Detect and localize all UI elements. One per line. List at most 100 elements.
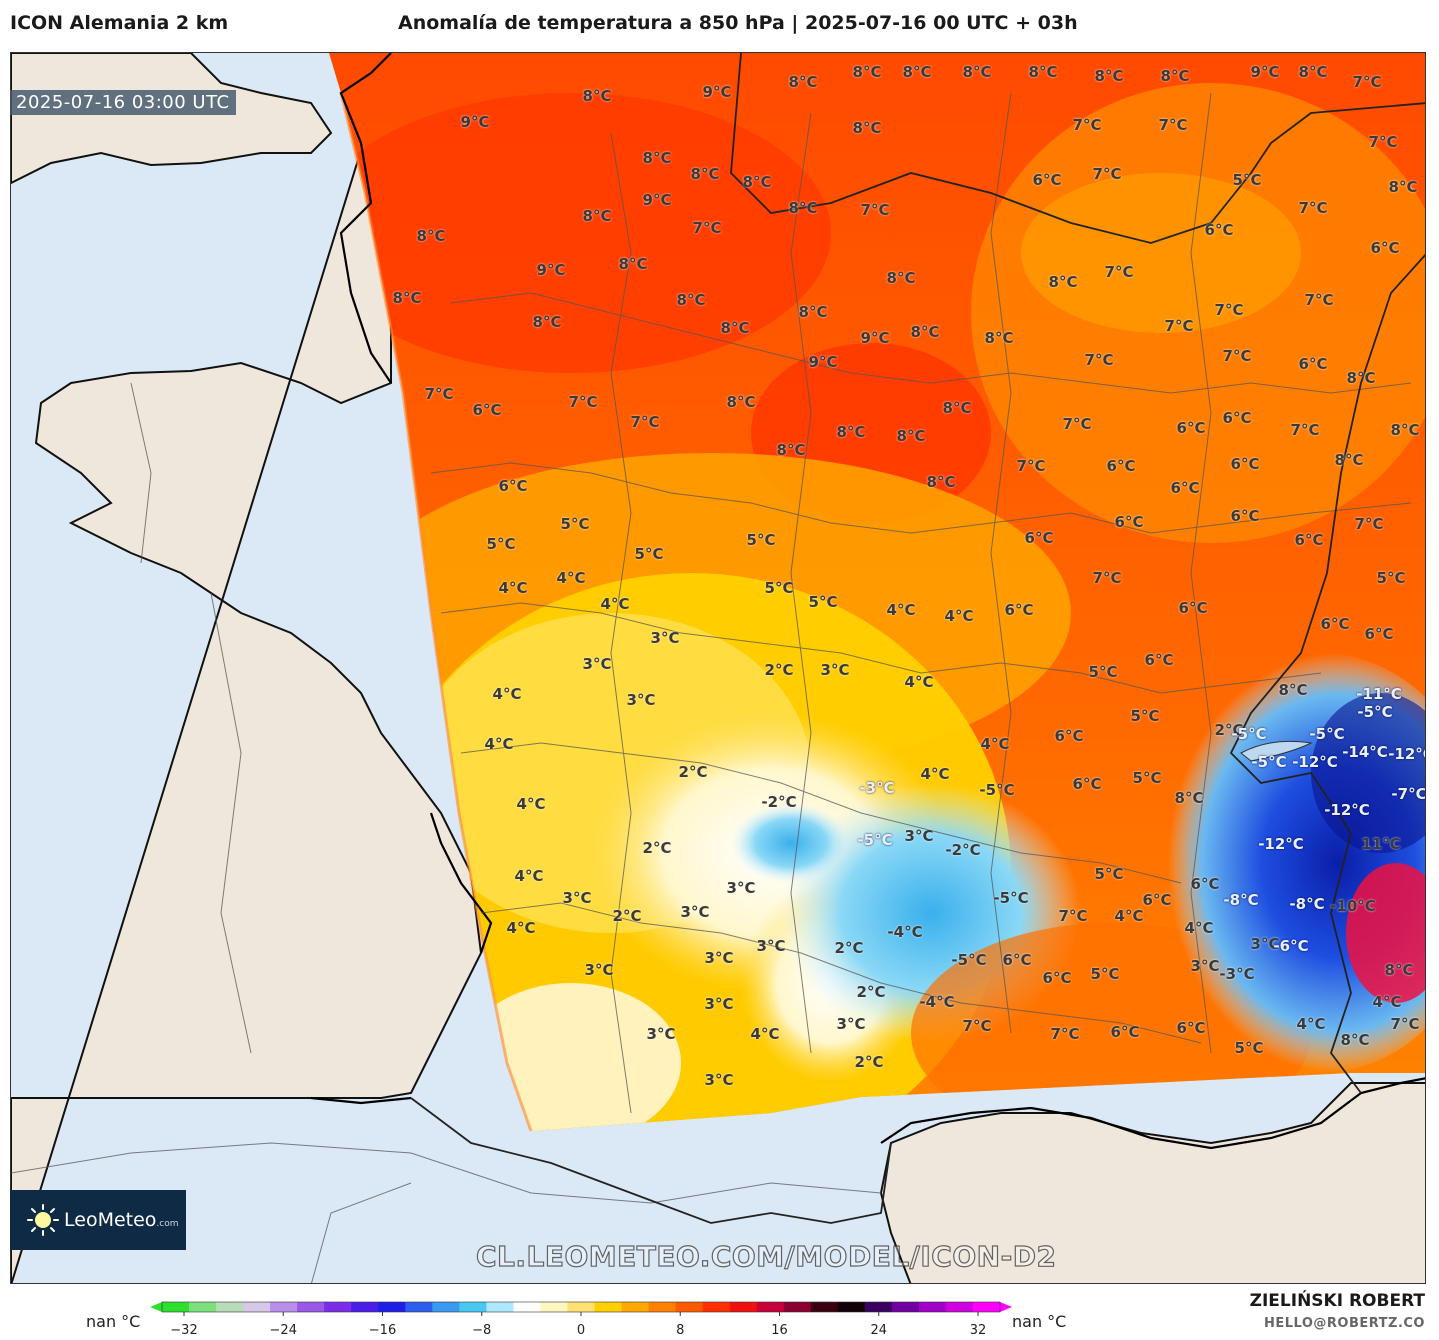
temperature-label: 7°C: [1072, 116, 1102, 134]
temperature-label: 8°C: [676, 291, 706, 309]
temperature-label: 3°C: [680, 903, 710, 921]
temperature-label: 3°C: [704, 995, 734, 1013]
leometeo-logo[interactable]: LeoMeteo.com: [10, 1190, 186, 1250]
temperature-label: 2°C: [612, 907, 642, 925]
temperature-label: 5°C: [1234, 1039, 1264, 1057]
temperature-label: 8°C: [896, 427, 926, 445]
temperature-label: 7°C: [1222, 347, 1252, 365]
temperature-label: 8°C: [1048, 273, 1078, 291]
colorbar-swatch: [432, 1302, 460, 1312]
temperature-label: 6°C: [1298, 355, 1328, 373]
colorbar-swatch: [486, 1302, 514, 1312]
temperature-label: 7°C: [630, 413, 660, 431]
temperature-label: 6°C: [1002, 951, 1032, 969]
colorbar-swatch: [405, 1302, 433, 1312]
temperature-label: 7°C: [1352, 73, 1382, 91]
temperature-label: 8°C: [788, 199, 818, 217]
temperature-label: 7°C: [568, 393, 598, 411]
temperature-label: 6°C: [1144, 651, 1174, 669]
temperature-label: 5°C: [1232, 171, 1262, 189]
temperature-label: 6°C: [1042, 969, 1072, 987]
temperature-label: 2°C: [834, 939, 864, 957]
temperature-label: 5°C: [808, 593, 838, 611]
temperature-label: 7°C: [1354, 515, 1384, 533]
map-frame[interactable]: 9°C 8°C 9°C 8°C 8°C 8°C 8°C 8°C 8°C 8°C 9°C 8°C 7°C 8…: [10, 52, 1426, 1284]
temperature-label: 9°C: [536, 261, 566, 279]
temperature-label: 8°C: [1390, 421, 1420, 439]
temperature-label: -2°C: [761, 793, 797, 811]
temperature-label: 2°C: [854, 1053, 884, 1071]
temperature-label: 4°C: [886, 601, 916, 619]
colorbar-swatch: [162, 1302, 190, 1312]
colorbar-swatch: [810, 1302, 839, 1312]
temperature-label: 9°C: [860, 329, 890, 347]
logo-brand: LeoMeteo: [64, 1209, 157, 1231]
temperature-label: 4°C: [980, 735, 1010, 753]
temperature-label: 6°C: [1170, 479, 1200, 497]
temperature-label: 6°C: [1370, 239, 1400, 257]
temperature-label: 3°C: [626, 691, 656, 709]
temperature-label: 3°C: [650, 629, 680, 647]
temperature-label: -3°C: [1219, 965, 1255, 983]
temperature-label: 3°C: [1250, 935, 1280, 953]
colorbar-swatch: [189, 1302, 217, 1312]
temperature-label: 8°C: [416, 227, 446, 245]
temperature-label: 6°C: [1204, 221, 1234, 239]
temperature-label: 9°C: [808, 353, 838, 371]
temperature-label: -5°C: [1231, 725, 1267, 743]
temperature-label: 5°C: [1090, 965, 1120, 983]
temperature-label: 5°C: [634, 545, 664, 563]
temperature-label: 9°C: [460, 113, 490, 131]
temperature-label: 6°C: [1190, 875, 1220, 893]
colorbar-swatch: [216, 1302, 244, 1312]
temperature-label: -8°C: [1289, 895, 1325, 913]
temperature-label: 8°C: [742, 173, 772, 191]
temperature-label: 5°C: [1094, 865, 1124, 883]
temperature-label: 2°C: [764, 661, 794, 679]
temperature-label: 9°C: [1250, 63, 1280, 81]
temperature-label: 5°C: [1132, 769, 1162, 787]
temperature-label: -4°C: [919, 993, 955, 1011]
temperature-label: 7°C: [1158, 116, 1188, 134]
colorbar-swatch: [594, 1302, 623, 1312]
colorbar-nan-right: nan °C: [1012, 1312, 1067, 1331]
temperature-label: 4°C: [904, 673, 934, 691]
temperature-label: 8°C: [1278, 681, 1308, 699]
temperature-label: 3°C: [646, 1025, 676, 1043]
temperature-label: -14°C: [1342, 743, 1388, 761]
temperature-label: 4°C: [556, 569, 586, 587]
temperature-label: 6°C: [1072, 775, 1102, 793]
temperature-label: 6°C: [1054, 727, 1084, 745]
temperature-label: -3°C: [859, 779, 895, 797]
colorbar-tick-label: 24: [870, 1323, 887, 1338]
colorbar-swatch: [891, 1302, 920, 1312]
temperature-label: 8°C: [926, 473, 956, 491]
temperature-label: 5°C: [1088, 663, 1118, 681]
temperature-label: -4°C: [887, 923, 923, 941]
colorbar-arrow-left: [150, 1302, 162, 1312]
temperature-label: -7°C: [1391, 785, 1426, 803]
temperature-label: 4°C: [1372, 993, 1402, 1011]
temperature-label: 3°C: [704, 1071, 734, 1089]
temperature-label: 6°C: [1294, 531, 1324, 549]
temperature-label: 4°C: [1296, 1015, 1326, 1033]
temperature-label: 7°C: [692, 219, 722, 237]
colorbar-swatch: [540, 1302, 568, 1312]
temperature-label: 4°C: [484, 735, 514, 753]
temperature-label: 8°C: [582, 87, 612, 105]
temperature-label: 4°C: [920, 765, 950, 783]
temperature-label: 8°C: [852, 119, 882, 137]
temperature-label: -10°C: [1330, 897, 1376, 915]
temperature-label: 8°C: [836, 423, 866, 441]
colorbar-tick-label: −8: [472, 1323, 491, 1338]
temperature-label: -8°C: [1223, 891, 1259, 909]
temperature-label: 6°C: [1364, 625, 1394, 643]
temperature-label: 4°C: [600, 595, 630, 613]
temperature-label: 7°C: [1164, 317, 1194, 335]
author-email[interactable]: HELLO@ROBERTZ.CO: [1263, 1316, 1425, 1331]
temperature-label: 5°C: [486, 535, 516, 553]
temperature-label: 5°C: [764, 579, 794, 597]
temperature-label: 8°C: [910, 323, 940, 341]
temperature-map: [11, 53, 1425, 1283]
temperature-label: 7°C: [860, 201, 890, 219]
